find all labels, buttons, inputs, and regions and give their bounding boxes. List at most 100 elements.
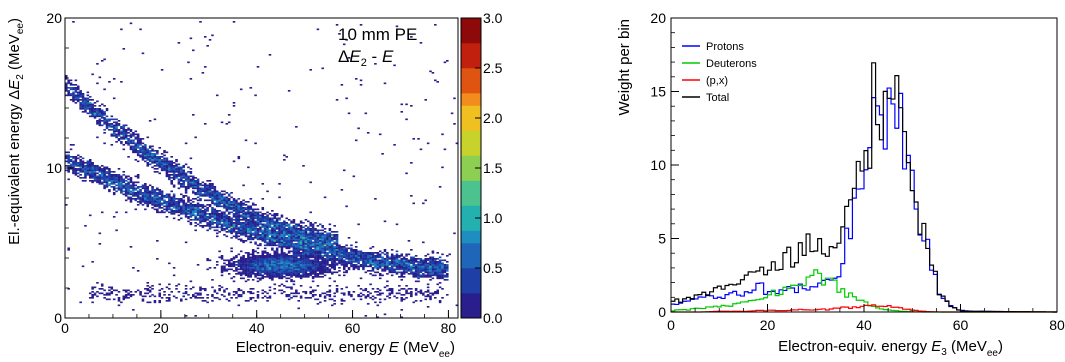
heatmap-cell [412,301,416,304]
heatmap-cell [417,273,420,275]
heatmap-cell [434,291,437,293]
heatmap-cell [199,189,202,191]
heatmap-cell [225,123,229,125]
heatmap-cell [436,271,439,274]
heatmap-cell [251,220,255,223]
heatmap-cell [84,172,87,175]
heatmap-cell [91,111,94,113]
heatmap-cell [247,264,250,266]
heatmap-cell [307,237,310,239]
heatmap-cell [69,168,73,170]
heatmap-cell [213,195,217,197]
heatmap-cell [321,232,324,235]
heatmap-cell [345,97,348,100]
heatmap-cell [414,267,418,269]
heatmap-cell [438,265,442,268]
heatmap-cell [177,42,181,44]
heatmap-cell [354,241,358,244]
colorbar-segment [461,180,481,194]
heatmap-cell [172,205,176,208]
heatmap-cell [309,223,312,226]
heatmap-cell [206,259,209,262]
heatmap-cell [335,249,339,251]
heatmap-cell [218,219,221,221]
heatmap-cell [357,255,360,257]
heatmap-cell [76,94,80,97]
heatmap-cell [67,157,70,160]
heatmap-cell [232,225,236,227]
heatmap-cell [249,276,253,278]
heatmap-cell [438,300,442,302]
heatmap-cell [273,232,277,235]
heatmap-cell [249,288,253,290]
heatmap-cell [254,226,257,229]
heatmap-cell [86,171,90,173]
heatmap-cell [100,124,104,127]
heatmap-cell [443,267,447,269]
heatmap-cell [232,258,236,260]
heatmap-cell [124,133,128,136]
heatmap-cell [340,189,344,191]
heatmap-cell [122,187,126,190]
heatmap-cell [223,196,226,199]
heatmap-cell [160,192,164,194]
heatmap-cell [338,255,341,257]
heatmap-cell [203,195,207,197]
heatmap-cell [323,241,327,244]
heatmap-cell [187,186,190,188]
heatmap-cell [91,112,94,115]
heatmap-cell [400,103,404,106]
heatmap-cell [261,234,265,236]
heatmap-cell [175,297,178,299]
heatmap-cell [93,117,97,119]
heatmap-cell [196,205,200,208]
heatmap-cell [189,207,193,209]
heatmap-cell [314,276,317,278]
heatmap-cell [376,259,380,262]
heatmap-cell [400,265,404,268]
heatmap-cell [283,267,286,269]
heatmap-cell [184,213,188,215]
heatmap-cell [256,208,260,211]
heatmap-cell [251,292,255,295]
heatmap-cell [386,253,389,256]
heatmap-cell [134,175,138,178]
heatmap-cell [319,273,322,275]
heatmap-cell [208,195,212,197]
heatmap-cell [314,234,317,236]
heatmap-cell [105,108,109,110]
heatmap-cell [148,301,152,304]
heatmap-cell [285,264,289,266]
heatmap-cell [304,268,308,271]
heatmap-cell [244,226,248,229]
heatmap-cell [362,265,365,268]
heatmap-cell [151,196,154,199]
heatmap-cell [292,238,296,241]
heatmap-cell [86,108,90,110]
heatmap-cell [388,262,392,265]
heatmap-cell [122,171,126,173]
heatmap-cell [242,217,245,220]
heatmap-cell [86,91,90,94]
heatmap-cell [314,261,317,263]
heatmap-cell [93,102,97,104]
heatmap-cell [203,210,207,212]
heatmap-cell [378,277,382,280]
heatmap-cell [383,265,387,268]
heatmap-cell [429,261,432,263]
heatmap-cell [405,259,408,262]
heatmap-cell [287,294,291,296]
heatmap-cell [436,264,439,266]
heatmap-cell [132,145,135,148]
heatmap-cell [189,208,193,211]
heatmap-cell [180,300,183,302]
heatmap-cell [91,114,94,116]
heatmap-cell [67,154,70,157]
heatmap-cell [323,268,327,271]
heatmap-cell [206,207,209,209]
heatmap-cell [177,174,181,176]
heatmap-cell [203,213,207,215]
heatmap-cell [405,285,408,287]
heatmap-y-label: El.-equivalent energy ΔE2 (MeVee) [6,18,26,245]
heatmap-cell [232,261,236,263]
